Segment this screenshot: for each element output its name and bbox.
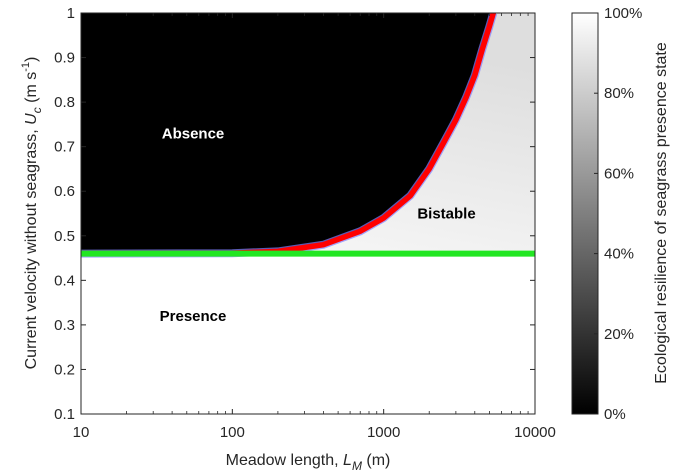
y-tick-label: 1 bbox=[67, 5, 75, 22]
colorbar-tick-label: 80% bbox=[604, 85, 634, 102]
y-label-subscript: c bbox=[30, 107, 44, 113]
y-tick-label: 0.5 bbox=[54, 228, 75, 245]
region-label-bistable: Bistable bbox=[417, 206, 475, 223]
x-axis: 10 100 1000 10000 bbox=[73, 13, 556, 441]
x-label-suffix: (m) bbox=[362, 452, 390, 469]
y-tick-label: 0.1 bbox=[54, 406, 75, 423]
colorbar-tick-label: 100% bbox=[604, 5, 642, 22]
colorbar-tick-label: 60% bbox=[604, 165, 634, 182]
y-label-unit-sup: -1 bbox=[20, 62, 32, 72]
x-tick-label: 1000 bbox=[367, 424, 400, 441]
y-tick-label: 0.2 bbox=[54, 361, 75, 378]
colorbar-tick-label: 20% bbox=[604, 326, 634, 343]
y-label-prefix: Current velocity without seagrass, bbox=[23, 125, 40, 370]
y-label-unit-close: ) bbox=[23, 57, 40, 62]
colorbar-gradient bbox=[571, 12, 599, 415]
plot-frame bbox=[80, 12, 536, 415]
colorbar-tick-label: 0% bbox=[604, 406, 626, 423]
region-label-presence: Presence bbox=[160, 308, 227, 325]
x-label-prefix: Meadow length, bbox=[226, 452, 343, 469]
y-tick-label: 0.3 bbox=[54, 317, 75, 334]
y-tick-label: 0.6 bbox=[54, 183, 75, 200]
x-axis-label: Meadow length, LM (m) bbox=[226, 452, 391, 473]
y-tick-label: 0.8 bbox=[54, 94, 75, 111]
colorbar-ticks: 0% 20% 40% 60% 80% 100% bbox=[594, 5, 642, 423]
colorbar: 0% 20% 40% 60% 80% 100% bbox=[571, 5, 642, 423]
y-label-symbol: U bbox=[23, 113, 40, 125]
plot-area bbox=[80, 12, 536, 415]
y-tick-label: 0.9 bbox=[54, 50, 75, 67]
x-tick-label: 10 bbox=[73, 424, 90, 441]
region-label-absence: Absence bbox=[162, 125, 225, 142]
y-label-unit-open: (m s bbox=[23, 72, 40, 108]
x-tick-label: 100 bbox=[220, 424, 245, 441]
y-axis-label: Current velocity without seagrass, Uc (m… bbox=[20, 57, 44, 370]
y-tick-label: 0.7 bbox=[54, 139, 75, 156]
y-axis: 0.1 0.2 0.3 0.4 0.5 0.6 0.7 0.8 0.9 1 bbox=[54, 5, 535, 423]
absence-region bbox=[81, 13, 494, 254]
colorbar-label: Ecological resilience of seagrass presen… bbox=[653, 42, 670, 384]
x-tick-label: 10000 bbox=[514, 424, 556, 441]
colorbar-tick-label: 40% bbox=[604, 246, 634, 263]
boundary-curve bbox=[81, 13, 497, 257]
y-tick-label: 0.4 bbox=[54, 272, 75, 289]
x-label-subscript: M bbox=[352, 459, 362, 473]
x-label-symbol: L bbox=[343, 452, 352, 469]
